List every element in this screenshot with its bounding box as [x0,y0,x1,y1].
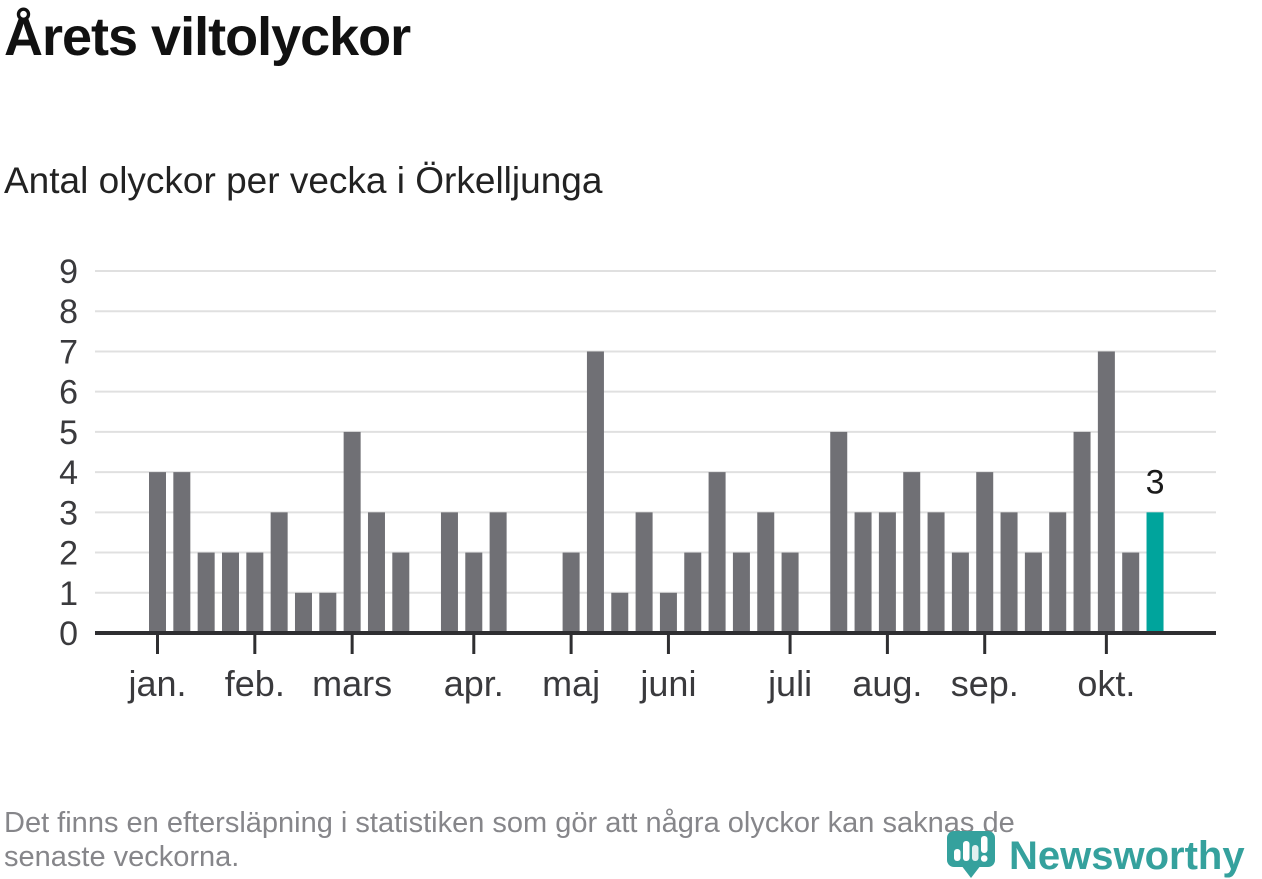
newsworthy-logo: Newsworthy [946,830,1245,879]
bar [221,552,239,633]
bar [830,431,848,633]
bar [854,512,872,633]
bar [951,552,969,633]
bar [367,512,385,633]
bar [1000,512,1018,633]
chart-title: Årets viltolyckor [4,7,411,67]
y-axis-label: 8 [59,293,78,331]
bar [489,512,507,633]
bar [270,512,288,633]
x-axis-label: maj [542,663,600,704]
x-axis-label: mars [312,663,392,704]
bar [732,552,750,633]
bar [440,512,458,633]
bar [319,592,337,633]
bar-value-label: 3 [1146,463,1165,501]
bar [781,552,799,633]
y-axis-label: 9 [59,253,78,291]
y-axis-label: 4 [59,454,78,492]
bar [149,472,166,633]
y-axis-label: 1 [59,575,78,613]
x-axis-label: jan. [127,663,186,704]
x-axis-label: aug. [852,663,922,704]
footnote-line1: Det finns en eftersläpning i statistiken… [4,807,1015,839]
bar [1097,351,1115,633]
bar [343,431,361,633]
bar [757,512,775,633]
bar [465,552,483,633]
footnote: Det finns en eftersläpning i statistiken… [4,806,1249,874]
footnote-line2: senaste veckorna. [4,841,240,873]
x-axis-label: sep. [951,663,1019,704]
chart-subtitle: Antal olyckor per vecka i Örkelljunga [4,160,603,201]
bar [392,552,410,633]
bar [684,552,702,633]
newsworthy-logo-icon [947,831,995,878]
y-axis-label: 0 [59,615,78,653]
y-axis-label: 3 [59,494,78,532]
x-axis-label: feb. [225,663,285,704]
bar [197,552,215,633]
y-axis-label: 6 [59,374,78,412]
bar [903,472,921,633]
bar [562,552,580,633]
bar [246,552,264,633]
y-axis-label: 5 [59,414,78,452]
bar [878,512,896,633]
bar [611,592,629,633]
x-axis-label: juli [767,663,812,704]
y-axis-label: 7 [59,333,78,371]
x-axis-label: okt. [1077,663,1135,704]
bar [927,512,945,633]
bar [1073,431,1091,633]
bar [976,472,994,633]
bar [1049,512,1067,633]
highlight-bar [1146,512,1164,633]
x-axis-label: apr. [444,663,504,704]
bar [708,472,726,633]
bar [635,512,653,633]
bar [659,592,677,633]
x-axis-label: juni [639,663,696,704]
newsworthy-logo-text: Newsworthy [1009,834,1245,878]
bar [586,351,604,633]
bar [294,592,312,633]
bar [173,472,191,633]
y-axis-label: 2 [59,535,78,573]
bar [1122,552,1140,633]
bar [1024,552,1042,633]
